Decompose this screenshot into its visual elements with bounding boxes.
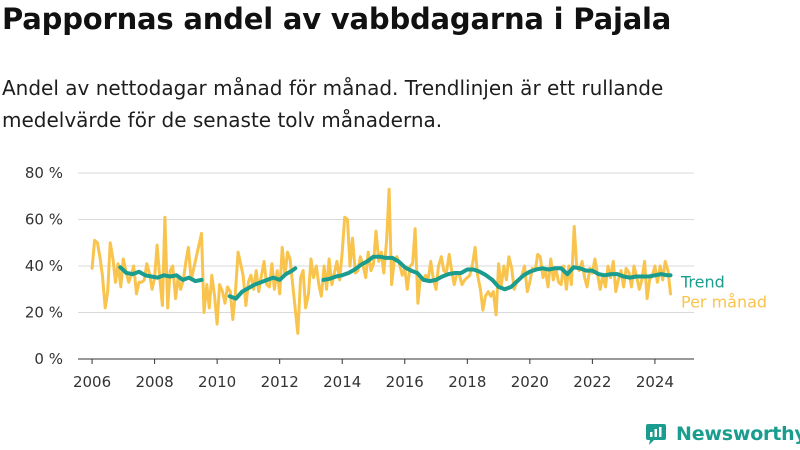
x-tick-label: 2012 xyxy=(261,373,299,391)
x-tick-label: 2016 xyxy=(386,373,424,391)
x-tick-label: 2020 xyxy=(511,373,549,391)
series-trend-line xyxy=(118,254,673,301)
brand-name: Newsworthy xyxy=(676,423,800,445)
x-tick-label: 2006 xyxy=(73,373,111,391)
y-tick-label: 0 % xyxy=(34,350,63,368)
x-tick-label: 2018 xyxy=(448,373,486,391)
legend-label: Trend xyxy=(680,272,725,291)
gridlines xyxy=(78,172,694,313)
chart-title: Pappornas andel av vabbdagarna i Pajala xyxy=(2,2,672,36)
x-tick-label: 2024 xyxy=(636,373,674,391)
legend-label: Per månad xyxy=(681,292,767,311)
y-tick-label: 80 % xyxy=(25,164,63,182)
y-tick-label: 60 % xyxy=(25,211,63,229)
newsworthy-logo-icon xyxy=(646,424,666,445)
series xyxy=(90,187,673,335)
chart-subtitle: Andel av nettodagar månad för månad. Tre… xyxy=(2,76,664,132)
series-per-manad-line xyxy=(90,187,672,335)
y-axis-ticks: 0 % 20 % 40 % 60 % 80 % xyxy=(25,164,63,368)
x-tick-label: 2010 xyxy=(198,373,236,391)
y-tick-label: 40 % xyxy=(25,257,63,275)
x-axis-ticks: 2006 2008 2010 2012 2014 2016 2018 2020 2022 2024 xyxy=(73,359,674,391)
x-tick-label: 2014 xyxy=(323,373,361,391)
x-tick-label: 2008 xyxy=(136,373,174,391)
brand-logo[interactable]: Newsworthy xyxy=(644,421,800,447)
x-tick-label: 2022 xyxy=(573,373,611,391)
y-tick-label: 20 % xyxy=(25,304,63,322)
